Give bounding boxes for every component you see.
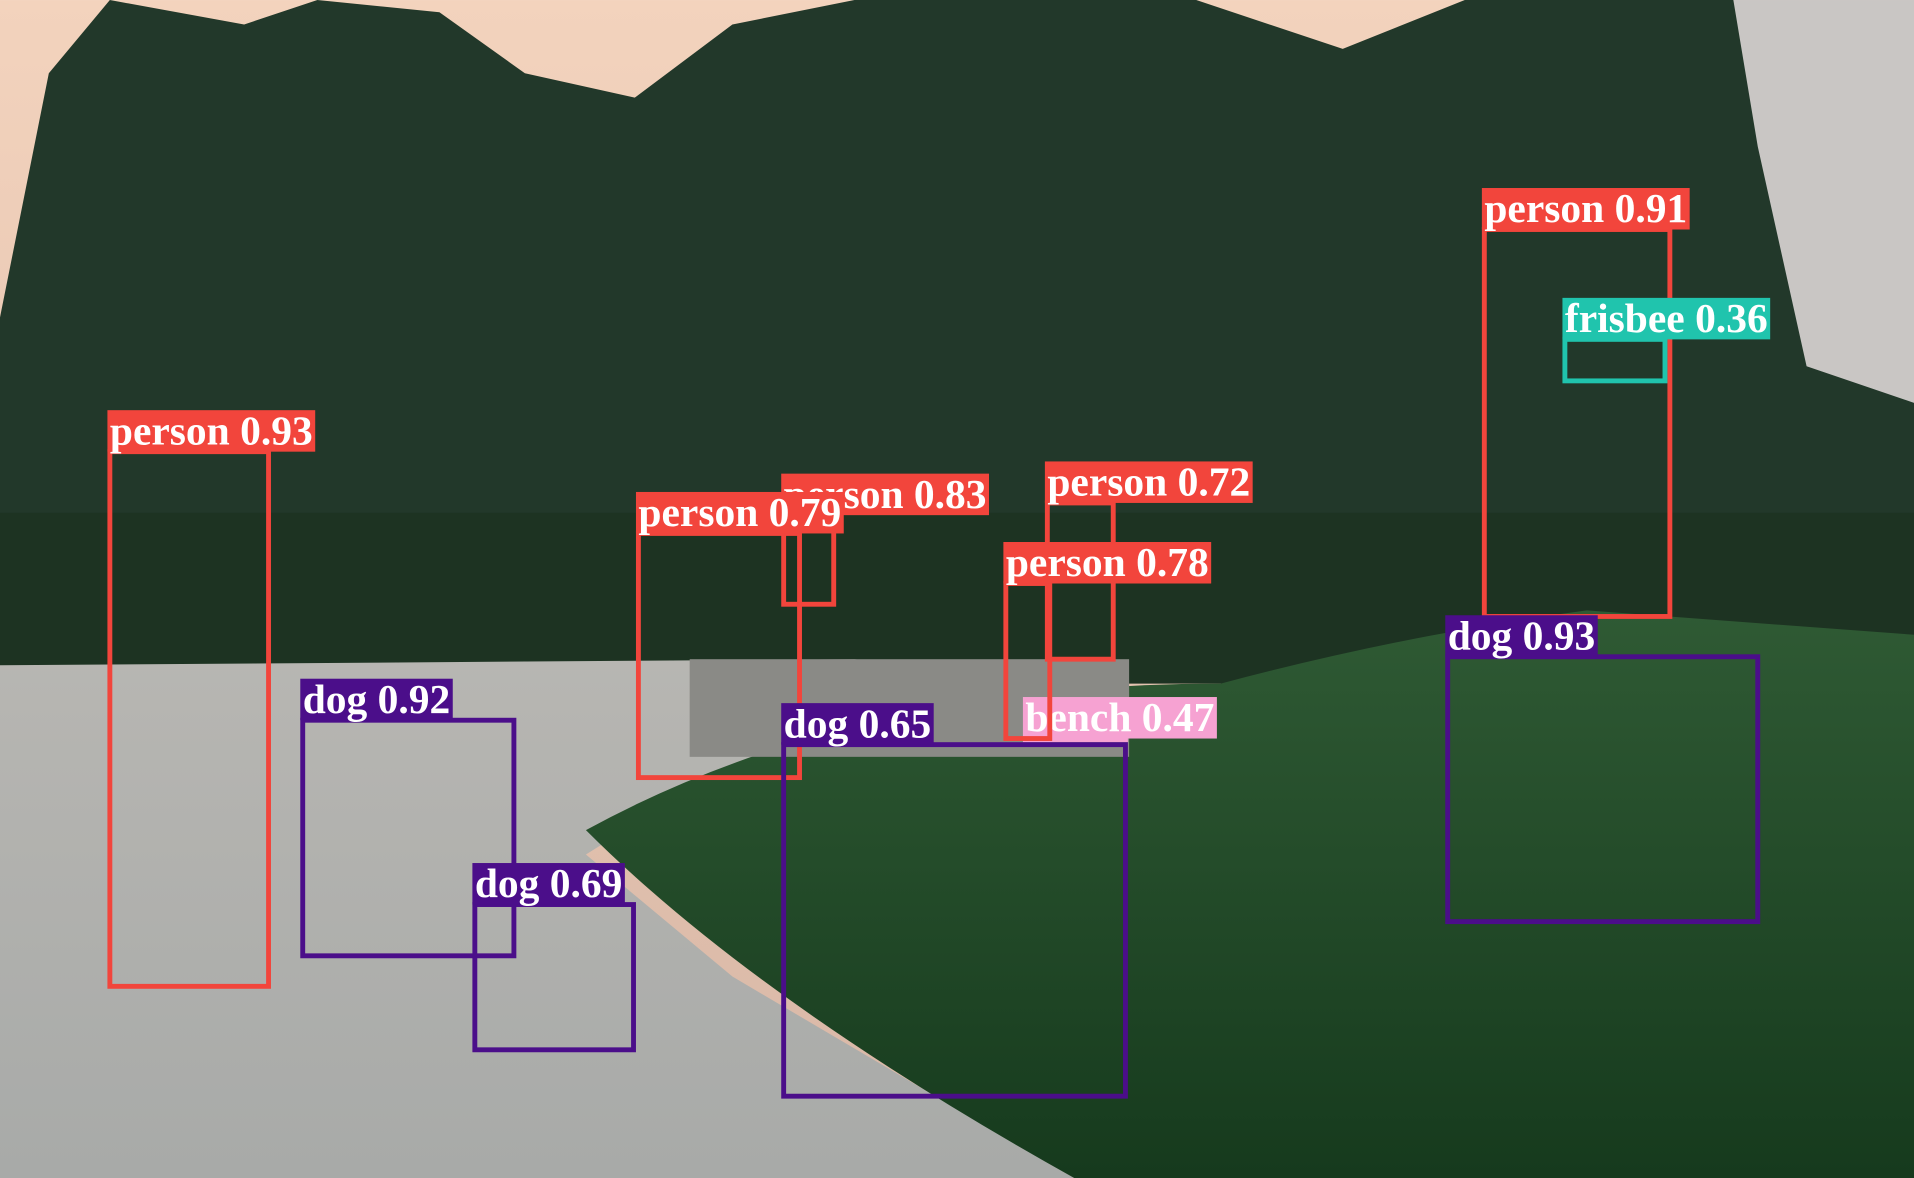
label-text: person 0.78 — [1006, 539, 1209, 585]
label-background — [781, 703, 934, 745]
pavement — [0, 659, 1099, 1178]
detection-label: dog 0.93 — [1445, 612, 1598, 658]
detection-label: dog 0.65 — [781, 700, 934, 746]
label-text: dog 0.69 — [475, 860, 623, 906]
detection-label: person 0.93 — [107, 407, 316, 453]
bounding-box — [781, 742, 1128, 1099]
label-text: person 0.93 — [110, 407, 313, 453]
label-text: dog 0.92 — [303, 676, 451, 722]
label-text: person 0.91 — [1484, 185, 1687, 231]
trees — [0, 0, 1914, 660]
label-background — [472, 863, 625, 905]
detection-label: person 0.72 — [1044, 459, 1253, 505]
label-background — [635, 491, 844, 534]
bounding-box — [1445, 654, 1761, 925]
label-text: dog 0.93 — [1448, 612, 1596, 658]
detection-label: frisbee 0.36 — [1562, 295, 1771, 341]
label-background — [1562, 297, 1771, 340]
detection-label: bench 0.47 — [1022, 694, 1217, 740]
label-background — [1022, 697, 1217, 739]
label-text: frisbee 0.36 — [1565, 295, 1768, 341]
detection-label: dog 0.92 — [300, 676, 453, 722]
detection-label: person 0.91 — [1481, 185, 1690, 231]
detection-label: dog 0.69 — [472, 860, 625, 906]
label-text: person 0.72 — [1047, 459, 1250, 505]
label-text: dog 0.65 — [784, 700, 932, 746]
label-background — [1003, 542, 1212, 584]
label-text: bench 0.47 — [1025, 694, 1214, 740]
detection-label: person 0.78 — [1003, 539, 1212, 585]
label-background — [107, 410, 316, 452]
label-background — [300, 678, 453, 721]
detection-label: person 0.79 — [635, 489, 844, 535]
label-background — [1481, 188, 1690, 230]
label-background — [1445, 615, 1598, 657]
label-text: person 0.79 — [638, 489, 841, 535]
label-background — [1044, 461, 1253, 503]
